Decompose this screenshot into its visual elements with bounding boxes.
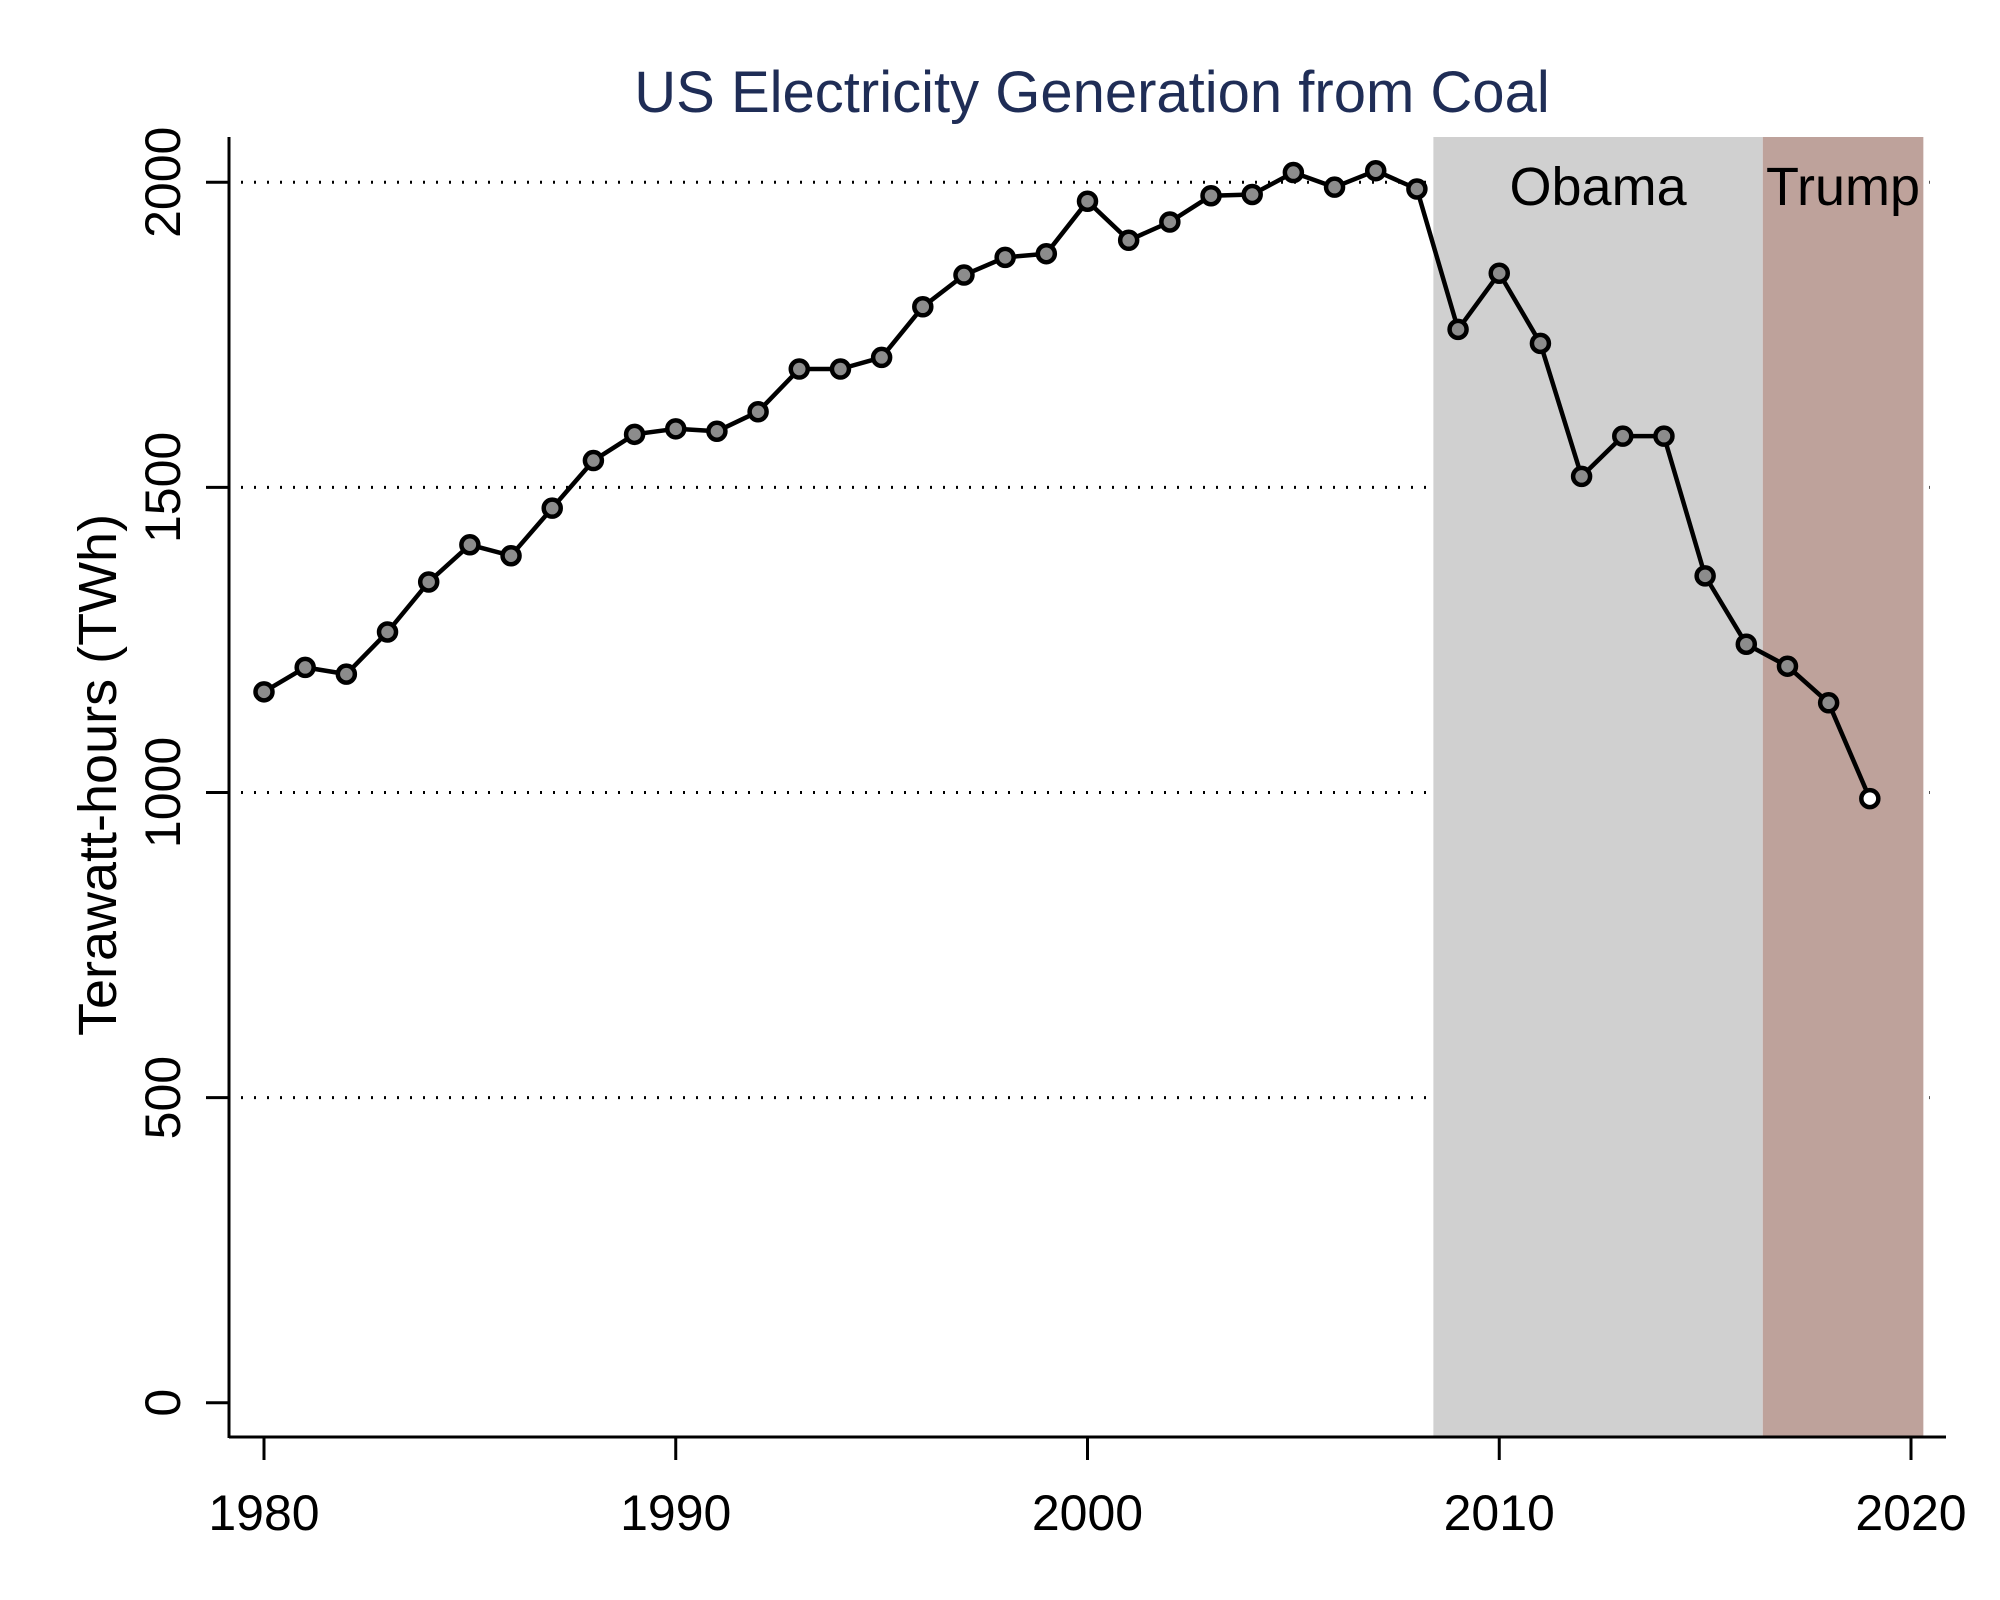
shaded-period-trump [1762,137,1924,1436]
data-point-2017 [1776,655,1799,677]
data-point-1997 [953,264,975,286]
data-point-1986 [500,544,522,567]
data-point-1995 [870,346,893,369]
y-axis-label: Terawatt-hours (TWh) [68,514,128,1036]
ticks: 0 500 1000 1500 2000 1980 1990 2000 2010 2020 [135,127,1967,1541]
series [253,159,1881,810]
data-point-1987 [541,497,563,519]
data-point-2012 [1570,465,1593,488]
shaded-periods [1433,137,1924,1436]
y-tick-label-1500: 1500 [135,432,191,543]
data-point-2010 [1488,262,1510,284]
data-point-1994 [829,358,852,380]
data-point-2019 [1859,787,1881,810]
data-point-2003 [1200,184,1222,207]
data-point-1981 [294,656,316,679]
x-tick-label-2000: 2000 [1032,1485,1143,1541]
data-point-1989 [623,423,646,446]
x-tick-label-1990: 1990 [620,1485,731,1541]
gridlines [241,180,1930,1100]
data-point-1996 [912,296,934,318]
data-point-2011 [1529,332,1552,355]
data-point-2014 [1653,425,1675,447]
y-tick-label-1000: 1000 [135,737,191,848]
data-point-1999 [1035,242,1058,265]
series-line [262,168,1872,800]
data-point-2018 [1817,692,1840,714]
data-point-1998 [994,246,1016,269]
data-point-2015 [1694,565,1716,587]
x-tick-label-2010: 2010 [1444,1485,1555,1541]
data-point-2001 [1117,229,1140,252]
data-point-2005 [1282,161,1305,184]
data-point-2016 [1735,633,1758,655]
x-tick-label-2020: 2020 [1855,1485,1966,1541]
period-label-obama: Obama [1510,157,1688,217]
labels: US Electricity Generation from Coal Tera… [68,60,1920,1036]
data-point-2006 [1323,176,1346,198]
data-point-1982 [335,663,358,685]
data-point-1984 [417,571,440,593]
x-tick-label-1980: 1980 [208,1485,319,1541]
shaded-period-obama [1433,137,1763,1436]
data-point-1991 [706,420,728,443]
data-point-1990 [665,418,687,440]
y-tick-label-0: 0 [135,1389,191,1417]
data-point-2009 [1447,318,1469,341]
data-point-2000 [1076,190,1099,212]
period-label-trump: Trump [1766,157,1920,217]
data-point-1988 [582,449,605,472]
data-point-2002 [1159,211,1181,233]
chart-title: US Electricity Generation from Coal [634,60,1549,125]
y-tick-label-2000: 2000 [135,127,191,238]
data-point-2004 [1241,183,1263,206]
data-point-1992 [747,400,769,423]
data-point-2008 [1406,178,1428,200]
data-point-1983 [376,621,399,643]
data-point-1980 [253,681,275,703]
y-tick-label-500: 500 [135,1056,191,1139]
data-point-2013 [1612,425,1634,447]
data-point-1993 [788,358,811,380]
data-point-1985 [459,534,481,556]
data-point-2007 [1364,159,1387,182]
